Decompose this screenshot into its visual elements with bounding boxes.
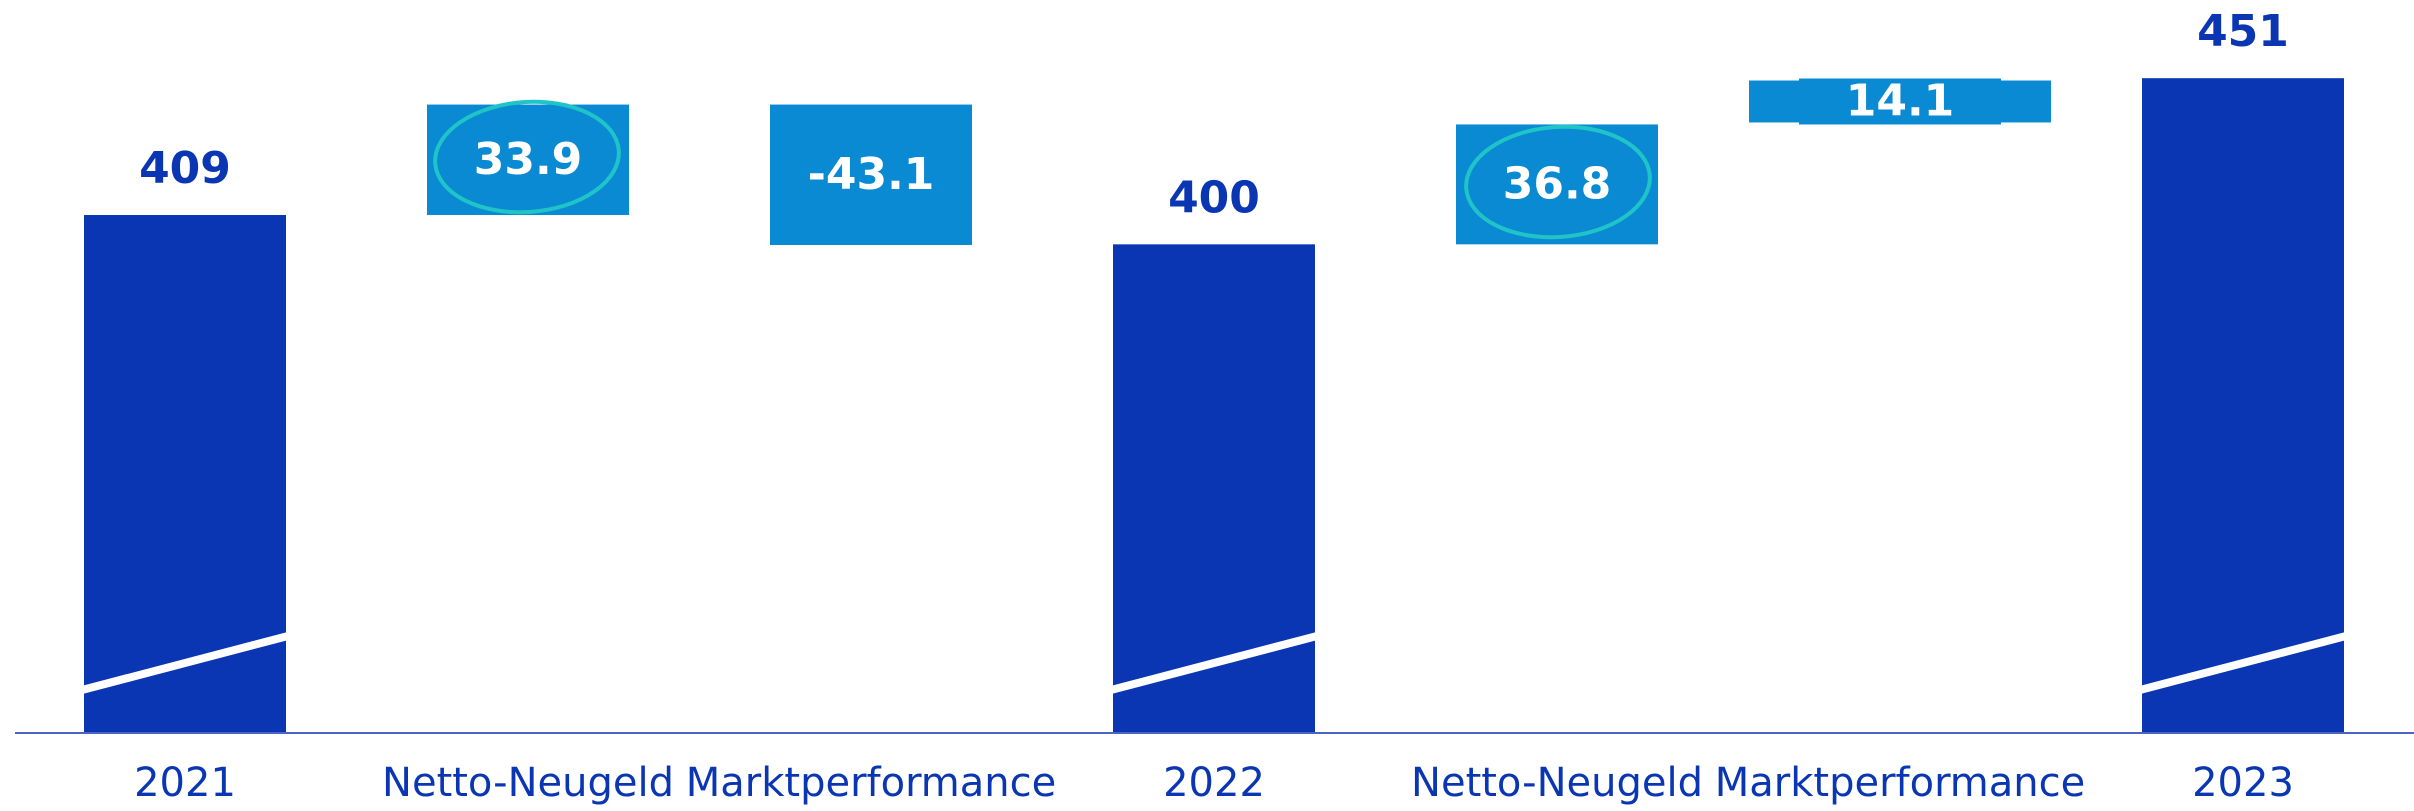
highlight-circle (433, 99, 621, 215)
x-tick-label: Netto-Neugeld (1411, 760, 1703, 806)
axis-break (2138, 632, 2348, 694)
bar (2142, 78, 2344, 734)
value-label: 33.9 (474, 134, 583, 185)
label-background (1749, 80, 2051, 123)
axis-break (1109, 632, 1319, 694)
value-label: 400 (1168, 172, 1260, 223)
x-tick-label: 2022 (1163, 760, 1265, 806)
value-label: 36.8 (1503, 158, 1612, 209)
value-label: 409 (139, 143, 231, 194)
highlight-circle (1464, 124, 1652, 240)
x-tick-label: Marktperformance (1715, 760, 2086, 806)
value-label: 14.1 (1846, 75, 1955, 126)
bar (1456, 124, 1658, 245)
x-tick-label: 2021 (134, 760, 236, 806)
bar (84, 215, 286, 734)
bar (1113, 244, 1315, 734)
x-tick-label: Netto-Neugeld (382, 760, 674, 806)
value-label: -43.1 (808, 149, 935, 200)
axis-break (80, 632, 290, 694)
bar (770, 104, 972, 245)
x-tick-label: Marktperformance (686, 760, 1057, 806)
value-label: 451 (2197, 6, 2289, 57)
x-tick-label: 2023 (2192, 760, 2294, 806)
